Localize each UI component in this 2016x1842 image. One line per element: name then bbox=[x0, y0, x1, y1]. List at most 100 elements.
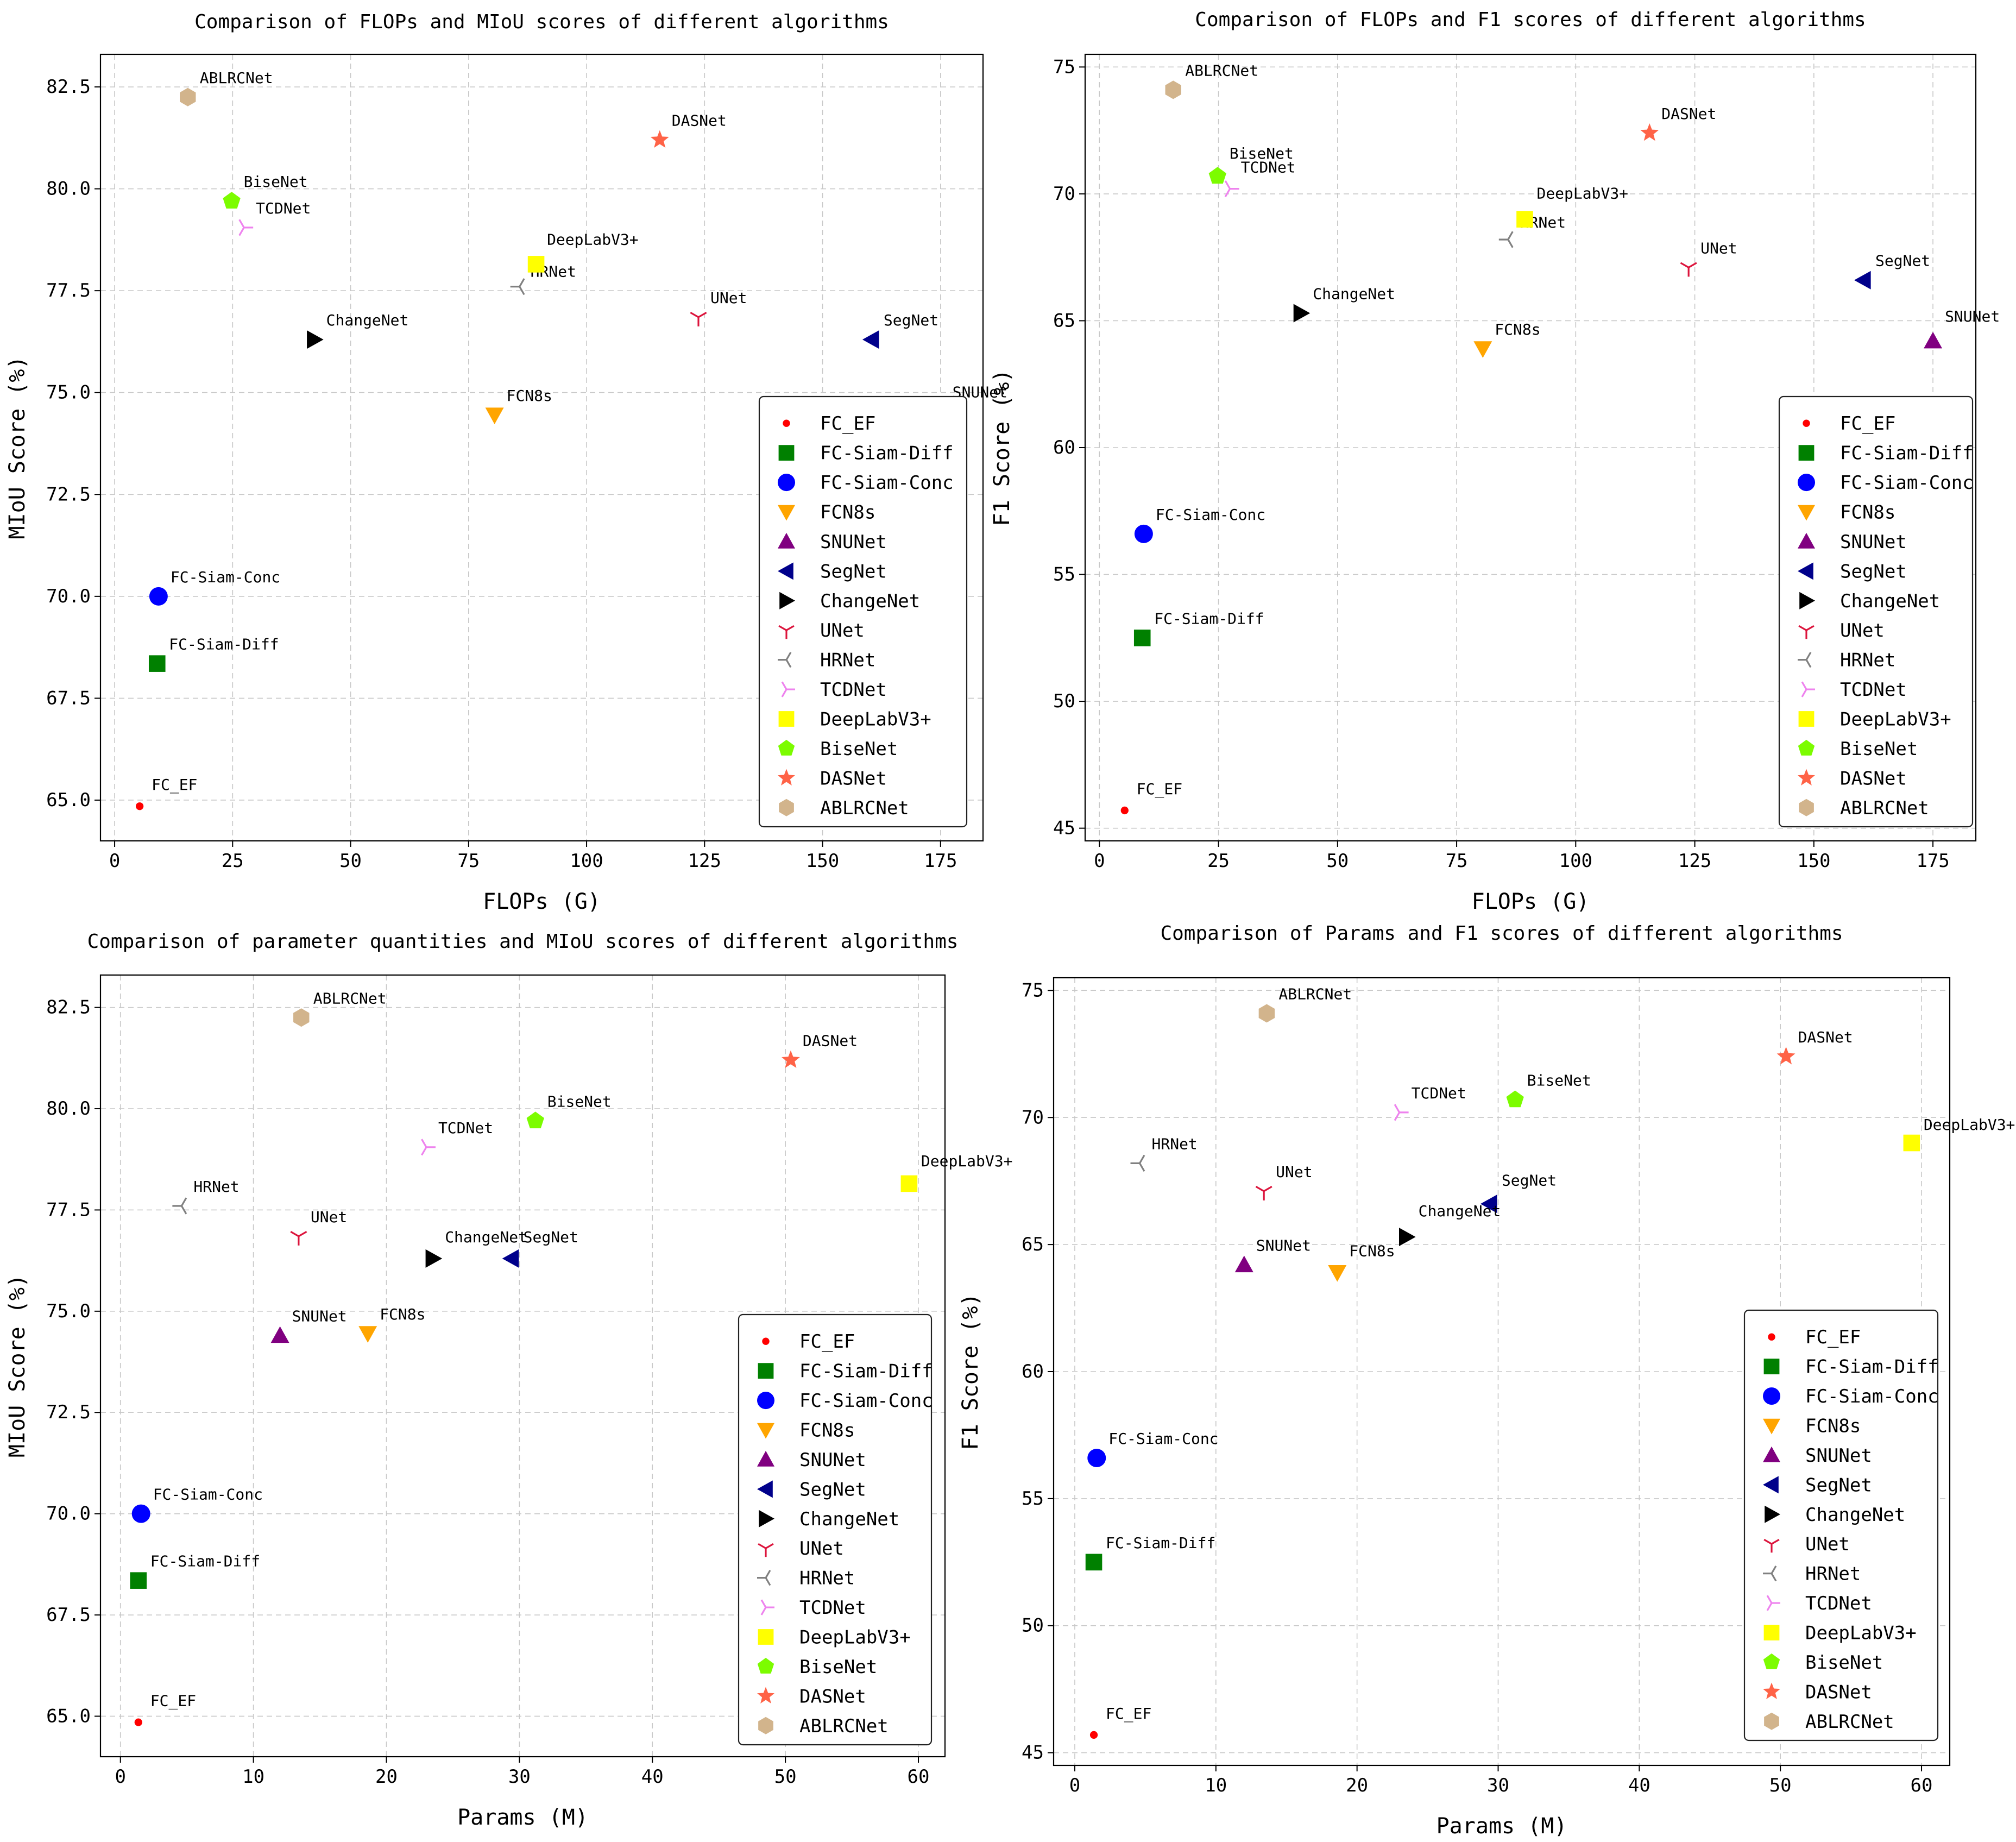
legend-label-fc-siam-diff: FC-Siam-Diff bbox=[820, 443, 954, 464]
y-tick-label: 65.0 bbox=[46, 1705, 91, 1727]
y-tick-label: 75 bbox=[1022, 979, 1044, 1001]
legend-label-unet: UNet bbox=[1840, 620, 1885, 642]
point-fc-siam-diff bbox=[1133, 630, 1151, 646]
legend-label-fc-siam-conc: FC-Siam-Conc bbox=[1805, 1386, 1939, 1407]
point-label-segnet: SegNet bbox=[1502, 1171, 1557, 1189]
point-label-deeplabv3: DeepLabV3+ bbox=[1924, 1116, 2015, 1134]
y-tick-label: 70 bbox=[1022, 1107, 1044, 1128]
point-dasnet bbox=[1640, 123, 1659, 141]
legend-marker-tcdnet bbox=[781, 681, 795, 697]
point-snunet bbox=[1924, 331, 1943, 349]
legend-label-tcdnet: TCDNet bbox=[799, 1597, 866, 1619]
point-changenet bbox=[1293, 304, 1311, 323]
legend-label-bisenet: BiseNet bbox=[799, 1656, 877, 1678]
y-tick-label: 60 bbox=[1022, 1361, 1044, 1382]
legend-label-deeplabv3: DeepLabV3+ bbox=[799, 1627, 911, 1649]
legend-marker-snunet bbox=[757, 1450, 774, 1467]
y-axis-label: MIoU Score (%) bbox=[5, 1274, 30, 1457]
legend-marker-fcn8s bbox=[1763, 1418, 1780, 1435]
legend-marker-bisenet bbox=[1798, 739, 1815, 756]
point-label-fc-siam-diff: FC-Siam-Diff bbox=[1106, 1534, 1215, 1552]
legend-label-changenet: ChangeNet bbox=[1805, 1504, 1905, 1526]
legend-marker-dasnet bbox=[757, 1687, 774, 1703]
y-tick-label: 55 bbox=[1022, 1488, 1044, 1510]
legend: FC_EF FC-Siam-Diff FC-Siam-Conc FCN8s SNUNet… bbox=[738, 1313, 933, 1746]
point-label-fc-ef: FC_EF bbox=[152, 776, 197, 794]
legend-marker-fcn8s bbox=[757, 1423, 774, 1439]
point-segnet bbox=[502, 1249, 519, 1268]
y-tick-label: 75.0 bbox=[46, 1300, 91, 1322]
legend: FC_EF FC-Siam-Diff FC-Siam-Conc FCN8s SNUNet… bbox=[1778, 395, 1974, 828]
point-label-bisenet: BiseNet bbox=[1527, 1072, 1591, 1090]
legend-marker-tcdnet bbox=[760, 1599, 774, 1615]
chart-3: 0 10 20 30 40 50 60 65.0 67.5 70.0 72.5 75.0 77.5 80.… bbox=[5, 931, 1012, 1830]
chart-title: Comparison of Params and F1 scores of di… bbox=[1160, 922, 1843, 945]
y-axis-label: F1 Score (%) bbox=[990, 369, 1015, 526]
legend-marker-changenet bbox=[1765, 1505, 1780, 1523]
legend-label-tcdnet: TCDNet bbox=[820, 679, 887, 701]
x-tick-label: 0 bbox=[109, 850, 120, 872]
x-tick-label: 0 bbox=[115, 1766, 125, 1788]
legend-marker-unet bbox=[778, 625, 795, 639]
point-fcn8s bbox=[485, 407, 504, 424]
legend-marker-hrnet bbox=[757, 1569, 771, 1586]
x-tick-label: 0 bbox=[1069, 1775, 1080, 1796]
legend-label-snunet: SNUNet bbox=[799, 1449, 866, 1471]
point-label-tcdnet: TCDNet bbox=[1412, 1084, 1466, 1102]
point-unet bbox=[1255, 1186, 1272, 1200]
point-label-fc-siam-diff: FC-Siam-Diff bbox=[1154, 609, 1264, 627]
point-bisenet bbox=[1506, 1090, 1524, 1108]
point-label-fcn8s: FCN8s bbox=[1495, 320, 1540, 338]
legend-box bbox=[1743, 1309, 1939, 1742]
legend-label-fc-siam-conc: FC-Siam-Conc bbox=[1840, 472, 1974, 494]
point-label-fcn8s: FCN8s bbox=[380, 1305, 425, 1323]
legend-marker-bisenet bbox=[757, 1657, 774, 1674]
point-label-fc-siam-diff: FC-Siam-Diff bbox=[169, 636, 279, 653]
legend-label-dasnet: DASNet bbox=[799, 1686, 866, 1707]
legend-box bbox=[738, 1313, 933, 1746]
legend-marker-changenet bbox=[1799, 592, 1815, 609]
legend-label-fcn8s: FCN8s bbox=[799, 1420, 855, 1442]
legend-label-fcn8s: FCN8s bbox=[1805, 1416, 1861, 1437]
y-tick-label: 65 bbox=[1053, 310, 1075, 331]
y-tick-label: 65 bbox=[1022, 1234, 1044, 1255]
point-label-changenet: ChangeNet bbox=[326, 311, 409, 329]
legend-label-fc-siam-diff: FC-Siam-Diff bbox=[1805, 1356, 1939, 1378]
legend-label-fc-ef: FC_EF bbox=[820, 413, 875, 435]
point-segnet bbox=[1480, 1195, 1497, 1214]
point-label-changenet: ChangeNet bbox=[445, 1228, 527, 1246]
chart-1: 0 25 50 75 100 125 150 175 65.0 67.5 70.0 72.5 75.0 7… bbox=[5, 11, 1007, 914]
legend-marker-fc-siam-conc bbox=[757, 1392, 774, 1410]
x-tick-label: 175 bbox=[1916, 850, 1949, 872]
legend-label-fc-siam-diff: FC-Siam-Diff bbox=[799, 1361, 933, 1382]
x-tick-label: 0 bbox=[1094, 850, 1105, 872]
x-tick-label: 10 bbox=[1205, 1775, 1227, 1796]
legend-label-segnet: SegNet bbox=[1840, 561, 1907, 582]
point-unet bbox=[290, 1231, 307, 1246]
legend-marker-fc-ef bbox=[1803, 419, 1810, 427]
legend-label-fc-ef: FC_EF bbox=[1805, 1327, 1861, 1348]
legend-marker-bisenet bbox=[778, 739, 795, 756]
legend-marker-unet bbox=[1763, 1538, 1780, 1553]
point-deeplabv3 bbox=[1516, 211, 1533, 228]
legend-marker-deeplabv3 bbox=[778, 711, 795, 727]
legend-marker-segnet bbox=[757, 1480, 773, 1498]
legend-label-deeplabv3: DeepLabV3+ bbox=[820, 709, 931, 731]
point-tcdnet bbox=[238, 219, 254, 236]
point-label-fc-siam-conc: FC-Siam-Conc bbox=[1156, 506, 1265, 524]
chart-title: Comparison of FLOPs and MIoU scores of d… bbox=[194, 11, 889, 33]
legend-label-fcn8s: FCN8s bbox=[820, 502, 875, 524]
y-axis-label: MIoU Score (%) bbox=[5, 356, 30, 539]
legend-label-changenet: ChangeNet bbox=[1840, 590, 1940, 612]
point-label-dasnet: DASNet bbox=[1798, 1028, 1853, 1046]
legend-label-changenet: ChangeNet bbox=[799, 1508, 899, 1530]
x-tick-label: 100 bbox=[570, 850, 603, 872]
legend-marker-fcn8s bbox=[778, 505, 795, 521]
point-snunet bbox=[1234, 1255, 1253, 1273]
y-axis-label: F1 Score (%) bbox=[958, 1293, 983, 1450]
y-tick-label: 70.0 bbox=[46, 586, 91, 607]
point-ablrcnet bbox=[1258, 1004, 1275, 1023]
legend-marker-segnet bbox=[1763, 1476, 1779, 1494]
point-label-deeplabv3: DeepLabV3+ bbox=[547, 230, 639, 248]
plot-frame bbox=[99, 974, 946, 1758]
